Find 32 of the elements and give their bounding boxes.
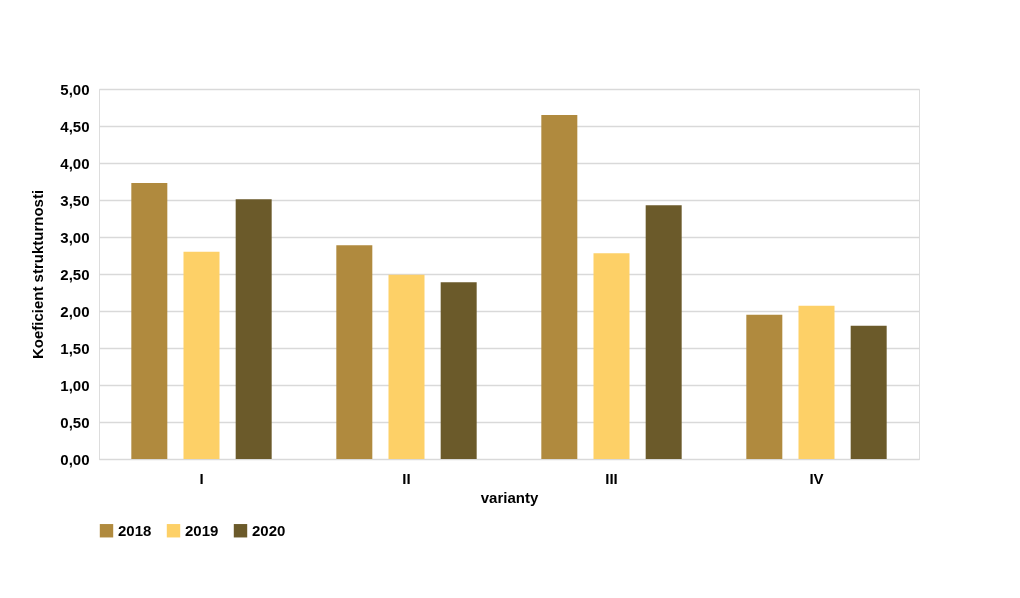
bar: [850, 325, 887, 459]
y-tick-label: 4,50: [60, 117, 90, 135]
y-tick-label: 3,00: [60, 228, 90, 246]
legend-label: 2019: [185, 521, 219, 539]
x-axis-title: varianty: [480, 488, 539, 506]
bar: [593, 253, 630, 459]
y-tick-label: 1,50: [60, 339, 90, 357]
bar: [235, 199, 272, 459]
bar: [541, 114, 578, 459]
x-tick-label: IV: [809, 469, 824, 487]
bar: [388, 274, 425, 459]
y-tick-label: 5,00: [60, 80, 90, 98]
x-tick-label: I: [199, 469, 204, 487]
y-axis-title: Koeficient strukturnosti: [29, 189, 47, 360]
bar: [645, 205, 682, 459]
bar: [183, 251, 220, 459]
y-tick-label: 0,50: [60, 413, 90, 431]
y-tick-label: 0,00: [60, 450, 90, 468]
y-tick-label: 2,50: [60, 265, 90, 283]
y-tick-label: 4,00: [60, 154, 90, 172]
legend-label: 2018: [118, 521, 152, 539]
y-tick-label: 3,50: [60, 191, 90, 209]
y-tick-label: 2,00: [60, 302, 90, 320]
y-tick-label: 1,00: [60, 376, 90, 394]
bar: [798, 305, 835, 459]
x-tick-label: II: [402, 469, 411, 487]
x-tick-label: III: [605, 469, 618, 487]
bar: [746, 314, 783, 459]
bar: [440, 282, 477, 459]
bar: [131, 182, 168, 459]
legend-label: 2020: [252, 521, 286, 539]
bar: [336, 245, 373, 459]
